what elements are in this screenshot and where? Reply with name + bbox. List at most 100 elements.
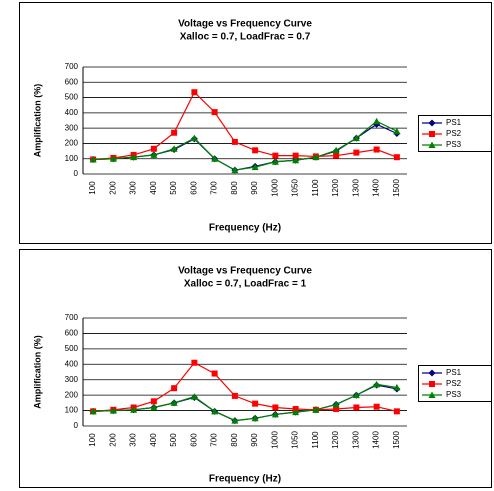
marker	[231, 138, 238, 145]
x-tick-label: 900	[250, 433, 259, 447]
marker	[211, 155, 219, 162]
x-tick-label: 700	[210, 433, 219, 447]
marker	[271, 158, 279, 165]
y-axis-label: Amplification (%)	[32, 84, 42, 158]
x-tick-label: 1400	[372, 431, 381, 449]
x-tick-label: 1000	[270, 431, 279, 449]
y-tick-label: 0	[74, 169, 79, 178]
x-tick-label: 1200	[331, 179, 340, 197]
x-tick-label: 1300	[351, 179, 360, 197]
chart-frame	[19, 2, 492, 244]
marker	[89, 407, 97, 415]
marker	[109, 155, 117, 162]
x-tick-label: 1050	[291, 431, 300, 449]
marker	[170, 145, 178, 152]
marker	[428, 391, 436, 398]
marker	[332, 400, 340, 408]
marker	[190, 134, 198, 142]
x-tick-label: 500	[169, 181, 178, 195]
marker	[251, 414, 259, 422]
legend-label: PS1	[446, 118, 462, 127]
y-tick-label: 400	[65, 359, 79, 368]
y-tick-label: 700	[65, 313, 79, 322]
marker	[251, 163, 259, 171]
x-tick-label: 1400	[372, 179, 381, 197]
y-tick-label: 300	[65, 375, 79, 384]
y-tick-label: 300	[65, 123, 79, 132]
marker	[150, 151, 158, 158]
marker	[333, 406, 340, 413]
chart-frame	[19, 249, 492, 488]
legend-label: PS3	[446, 390, 462, 399]
x-tick-label: 1500	[392, 179, 401, 197]
marker	[272, 152, 279, 159]
x-tick-label: 200	[108, 433, 117, 447]
legend-label: PS2	[446, 379, 462, 388]
marker	[191, 359, 198, 366]
marker	[150, 145, 157, 152]
x-tick-label: 100	[88, 181, 97, 195]
marker	[211, 407, 219, 415]
x-tick-label: 600	[189, 181, 198, 195]
marker	[170, 399, 178, 406]
marker	[353, 404, 360, 411]
y-tick-label: 500	[65, 344, 79, 353]
legend-label: PS1	[446, 368, 462, 377]
marker	[393, 127, 401, 135]
marker	[211, 109, 218, 116]
marker	[373, 117, 381, 125]
marker	[272, 404, 279, 411]
marker	[353, 149, 360, 156]
x-tick-label: 400	[149, 181, 158, 195]
marker	[429, 131, 435, 137]
marker	[428, 119, 436, 127]
chart: Voltage vs Frequency Curve Xalloc = 0.7, …	[19, 249, 492, 488]
marker	[231, 392, 238, 399]
marker	[393, 408, 400, 415]
series-line	[93, 361, 398, 412]
chart-subtitle: Xalloc = 0.7, LoadFrac = 1	[184, 279, 307, 290]
y-tick-label: 500	[65, 93, 79, 102]
x-tick-label: 600	[189, 433, 198, 447]
series-line	[93, 383, 397, 422]
marker	[130, 406, 138, 413]
x-tick-label: 100	[88, 433, 97, 447]
y-tick-label: 700	[65, 62, 79, 71]
y-tick-label: 600	[65, 329, 79, 338]
x-tick-label: 700	[210, 181, 219, 195]
x-tick-label: 1500	[392, 431, 401, 449]
marker	[312, 406, 320, 413]
y-tick-label: 600	[65, 77, 79, 86]
marker	[231, 166, 239, 174]
y-tick-label: 100	[65, 154, 79, 163]
x-axis-label: Frequency (Hz)	[209, 474, 281, 485]
x-tick-label: 800	[230, 433, 239, 447]
x-tick-label: 1300	[351, 431, 360, 449]
y-tick-label: 0	[74, 421, 79, 430]
marker	[191, 89, 198, 96]
marker	[428, 141, 436, 148]
marker	[292, 408, 300, 416]
marker	[312, 153, 320, 161]
marker	[373, 380, 381, 388]
y-tick-label: 200	[65, 390, 79, 399]
marker	[150, 398, 157, 405]
y-tick-label: 200	[65, 139, 79, 148]
chart-title: Voltage vs Frequency Curve	[178, 19, 312, 30]
series-line	[93, 120, 398, 171]
marker	[252, 147, 259, 154]
marker	[190, 393, 198, 400]
series-line	[93, 91, 398, 161]
y-tick-label: 100	[65, 406, 79, 415]
x-tick-label: 800	[230, 181, 239, 195]
x-tick-label: 400	[149, 433, 158, 447]
marker	[352, 391, 360, 399]
marker	[393, 383, 401, 391]
y-tick-label: 400	[65, 108, 79, 117]
x-tick-label: 1100	[311, 431, 320, 449]
marker	[373, 403, 380, 410]
marker	[292, 152, 299, 159]
x-tick-label: 1200	[331, 431, 340, 449]
x-tick-label: 300	[129, 433, 138, 447]
